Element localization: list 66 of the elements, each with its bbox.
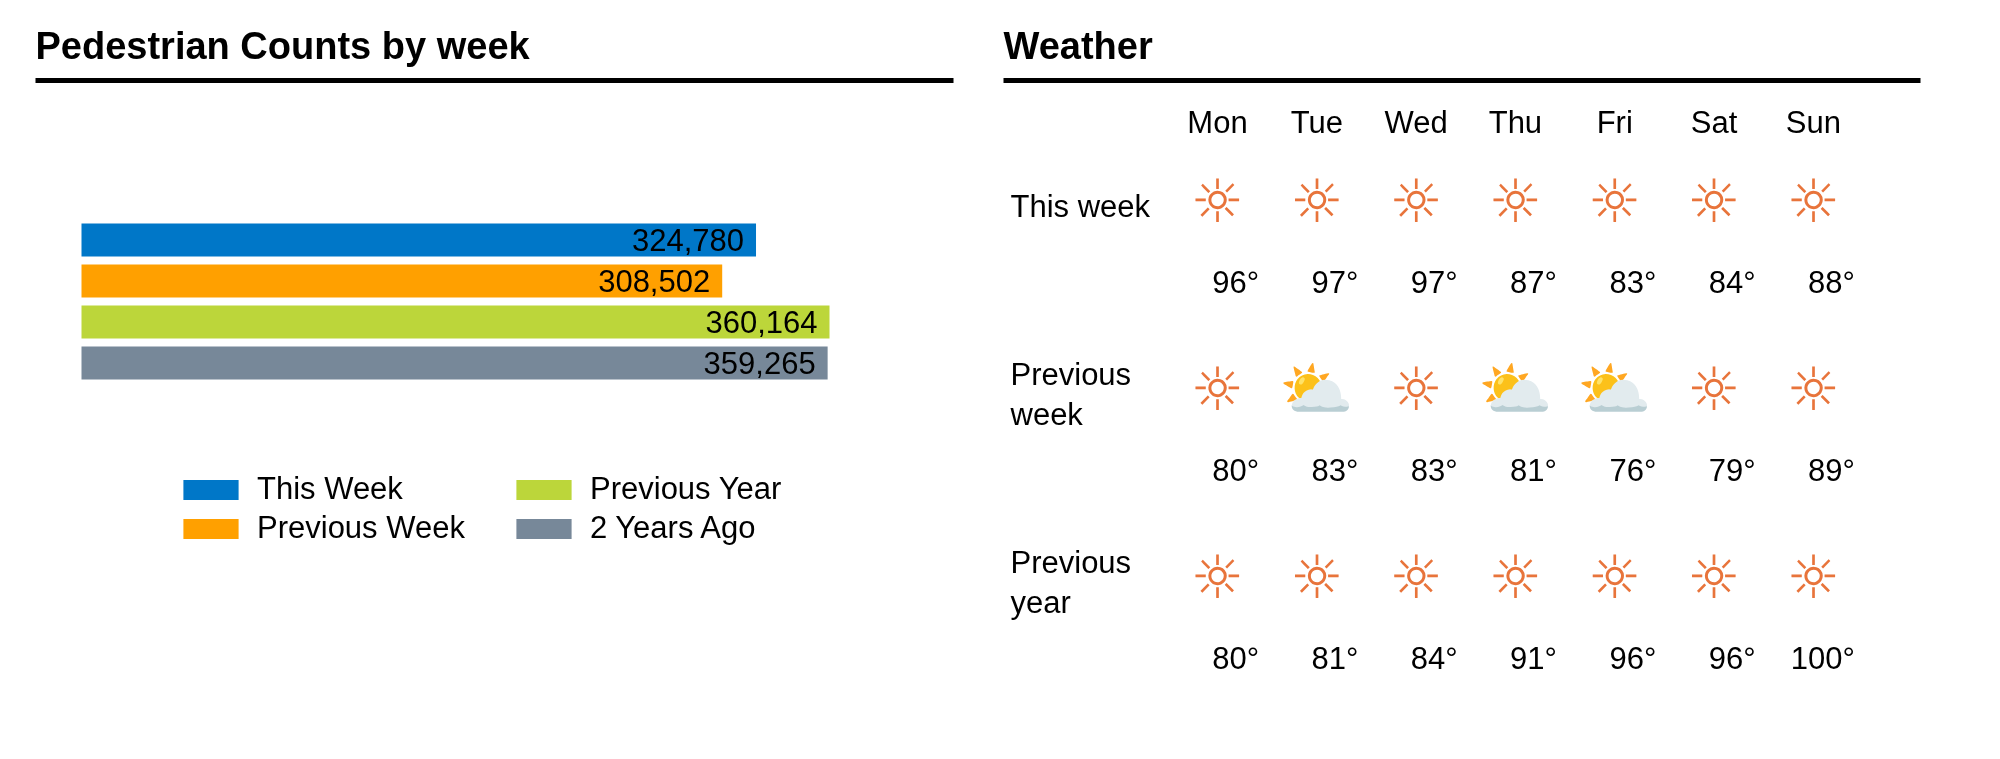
category-label: Thu <box>1488 105 1543 140</box>
legend-label: Previous Week <box>257 510 466 546</box>
text: 97° <box>1410 264 1458 300</box>
bar <box>81 264 723 298</box>
text: 81° <box>1510 452 1558 488</box>
text: ☼ <box>1190 165 1245 236</box>
category-label: Sun <box>1785 105 1841 140</box>
legend-label: Previous Year <box>590 471 783 507</box>
text: ☼ <box>1488 165 1543 236</box>
text: ☼ <box>1389 541 1443 612</box>
text: ☼ <box>1488 541 1543 612</box>
data-label: 359,265 <box>703 346 816 381</box>
text: 91° <box>1510 640 1558 676</box>
text: 80° <box>1212 452 1260 488</box>
data-label: 308,502 <box>598 264 711 299</box>
text: ⛅ <box>1577 353 1653 424</box>
text: ☼ <box>1289 165 1344 236</box>
text: ⛅ <box>1279 353 1355 424</box>
text: 81° <box>1311 640 1359 676</box>
legend-label: 2 Years Ago <box>590 510 757 546</box>
text: ☼ <box>1687 353 1741 424</box>
category-label: Wed <box>1384 105 1448 140</box>
text: ☼ <box>1687 541 1741 612</box>
text: ☼ <box>1587 541 1642 612</box>
text: 76° <box>1609 452 1657 488</box>
text: ☼ <box>1389 165 1443 236</box>
text: 87° <box>1510 264 1558 300</box>
bar <box>81 223 757 257</box>
category-label: Previous year <box>1010 545 1132 620</box>
text: 97° <box>1311 264 1359 300</box>
text: 96° <box>1212 264 1260 300</box>
text: ☼ <box>1289 541 1344 612</box>
text: ☼ <box>1190 353 1245 424</box>
text: 96° <box>1609 640 1657 676</box>
category-label: Sat <box>1690 105 1738 140</box>
text: 84° <box>1410 640 1458 676</box>
bar <box>81 305 830 339</box>
data-label: 360,164 <box>705 305 818 340</box>
text: 83° <box>1410 452 1458 488</box>
text: ☼ <box>1389 353 1443 424</box>
text: ☼ <box>1190 541 1245 612</box>
text: ☼ <box>1786 541 1841 612</box>
text: ☼ <box>1687 165 1741 236</box>
text: 83° <box>1609 264 1657 300</box>
category-label: Mon <box>1187 105 1248 140</box>
text: ☼ <box>1786 353 1841 424</box>
text: 83° <box>1311 452 1359 488</box>
text: 100° <box>1790 640 1855 676</box>
legend-label: This Week <box>257 471 404 507</box>
data-label: 324,780 <box>631 223 745 258</box>
text: Weather <box>1003 25 1153 67</box>
chart-title: Pedestrian Counts by week <box>35 25 531 67</box>
text: ☼ <box>1786 165 1841 236</box>
category-label: Tue <box>1290 105 1343 140</box>
text: ☼ <box>1587 165 1642 236</box>
bar <box>81 346 828 380</box>
category-label: Fri <box>1596 105 1633 140</box>
text: ⛅ <box>1477 353 1553 424</box>
text: 96° <box>1708 640 1756 676</box>
category-label: Previous week <box>1010 357 1132 432</box>
category-label: This week <box>1010 189 1151 224</box>
text: 89° <box>1808 452 1855 488</box>
text: 79° <box>1708 452 1756 488</box>
text: 80° <box>1212 640 1260 676</box>
text: 84° <box>1708 264 1756 300</box>
text: 88° <box>1808 264 1855 300</box>
